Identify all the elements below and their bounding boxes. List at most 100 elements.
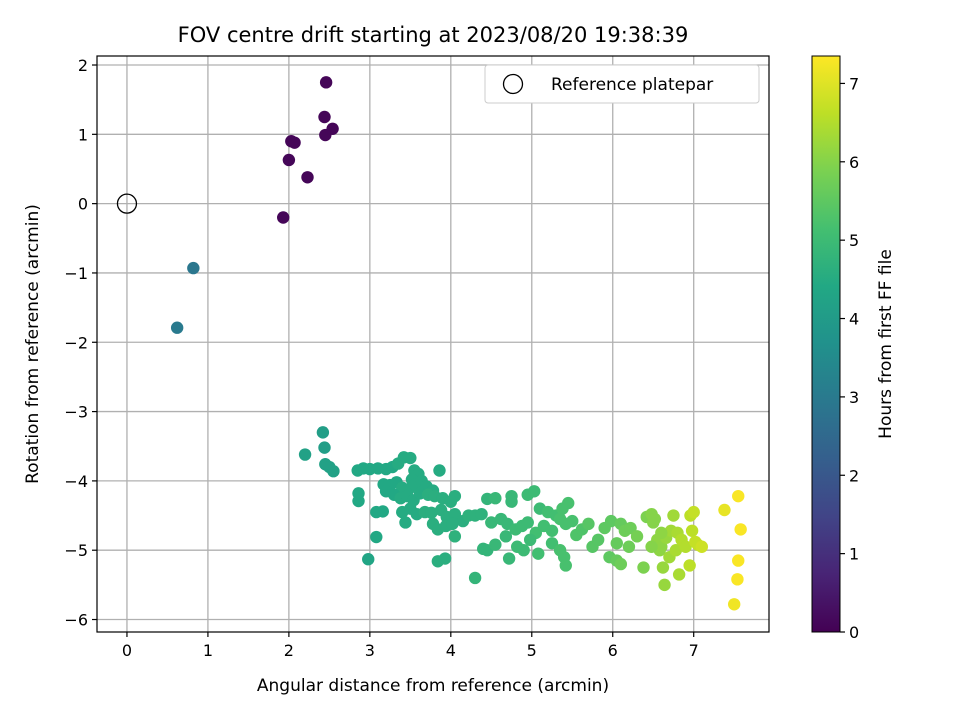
data-point <box>288 136 301 149</box>
data-point <box>448 530 462 543</box>
colorbar: 0 1 2 3 4 5 6 7 Hours from first FF file <box>811 55 896 642</box>
data-point <box>679 540 692 553</box>
x-tick-label: 1 <box>203 641 213 660</box>
data-point <box>718 503 731 517</box>
data-point <box>404 451 417 465</box>
data-point <box>485 516 498 529</box>
y-tick-label: −4 <box>64 472 88 491</box>
data-point <box>298 448 312 461</box>
data-point <box>448 507 462 521</box>
data-point <box>655 526 668 540</box>
data-point <box>695 540 708 553</box>
data-point <box>444 495 458 508</box>
data-point <box>489 492 502 505</box>
data-point <box>468 571 482 585</box>
data-point <box>637 561 650 574</box>
x-axis-label: Angular distance from reference (arcmin) <box>257 676 609 696</box>
data-point <box>645 540 658 553</box>
y-tick-label: −6 <box>64 611 88 630</box>
data-point <box>559 559 572 572</box>
x-tick-label: 5 <box>527 641 537 660</box>
data-point <box>521 516 534 529</box>
data-point <box>327 464 340 478</box>
data-point <box>316 426 330 439</box>
data-point <box>187 261 200 275</box>
data-point <box>362 553 375 566</box>
legend: Reference platepar <box>484 64 760 104</box>
colorbar-tick-label: 2 <box>849 466 859 485</box>
data-point <box>562 496 575 510</box>
y-axis-label: Rotation from reference (arcmin) <box>23 204 43 484</box>
data-point <box>687 505 700 519</box>
data-point <box>734 523 747 536</box>
reference-marker <box>116 193 138 214</box>
plot-frame <box>96 55 770 633</box>
data-point <box>648 512 662 526</box>
data-point <box>170 321 184 334</box>
data-point <box>532 547 545 560</box>
legend-label-reference: Reference platepar <box>551 75 713 95</box>
data-point <box>656 561 670 574</box>
data-point <box>630 530 644 543</box>
data-point <box>301 171 314 184</box>
data-point <box>352 494 365 508</box>
data-point <box>523 533 537 547</box>
legend-reference-marker <box>502 73 524 95</box>
colorbar-tick-label: 3 <box>849 388 859 407</box>
data-point <box>559 517 572 531</box>
data-point <box>610 537 623 550</box>
data-point <box>438 552 452 565</box>
x-tick-label: 7 <box>689 641 699 660</box>
data-point <box>318 441 331 454</box>
data-point <box>624 521 637 535</box>
data-point <box>376 505 390 518</box>
data-point <box>517 544 530 557</box>
data-point <box>614 557 628 571</box>
reference-platepar-marker <box>116 193 138 214</box>
x-axis-ticks: 0 1 2 3 4 5 6 7 <box>122 632 699 660</box>
data-point <box>446 517 459 531</box>
data-point <box>667 509 680 522</box>
x-tick-label: 3 <box>365 641 375 660</box>
y-tick-label: 1 <box>78 125 88 144</box>
x-tick-label: 4 <box>446 641 456 660</box>
colorbar-ticks: 0 1 2 3 4 5 6 7 <box>840 74 859 642</box>
colorbar-tick-label: 7 <box>849 74 859 93</box>
x-tick-label: 2 <box>284 641 294 660</box>
data-point <box>604 514 618 528</box>
data-point <box>505 495 518 508</box>
data-point <box>425 506 438 519</box>
y-tick-label: −5 <box>64 541 88 560</box>
data-point <box>319 76 333 89</box>
x-tick-label: 6 <box>608 641 618 660</box>
colorbar-tick-label: 0 <box>849 623 859 642</box>
colorbar-tick-label: 1 <box>849 545 859 564</box>
data-point <box>658 578 671 592</box>
data-points <box>170 76 747 611</box>
colorbar-tick-label: 6 <box>849 153 859 172</box>
y-tick-label: 2 <box>78 56 88 75</box>
data-point <box>318 110 331 124</box>
data-point <box>683 559 696 572</box>
data-point <box>582 517 595 531</box>
data-point <box>319 128 332 142</box>
y-axis-ticks: −6 −5 −4 −3 −2 −1 0 1 2 <box>64 56 97 630</box>
data-point <box>370 530 383 544</box>
data-point <box>528 485 541 498</box>
data-point <box>727 598 741 611</box>
data-point <box>591 533 605 547</box>
x-tick-label: 0 <box>122 641 132 660</box>
data-point <box>732 554 745 567</box>
data-point <box>672 568 686 581</box>
data-point <box>545 537 559 550</box>
colorbar-tick-label: 4 <box>849 310 859 329</box>
data-point <box>545 524 559 538</box>
colorbar-label: Hours from first FF file <box>876 249 896 439</box>
y-tick-label: −1 <box>64 264 88 283</box>
data-point <box>499 530 513 543</box>
data-point <box>277 211 290 224</box>
chart-title: FOV centre drift starting at 2023/08/20 … <box>178 23 689 47</box>
y-tick-label: −3 <box>64 403 88 422</box>
